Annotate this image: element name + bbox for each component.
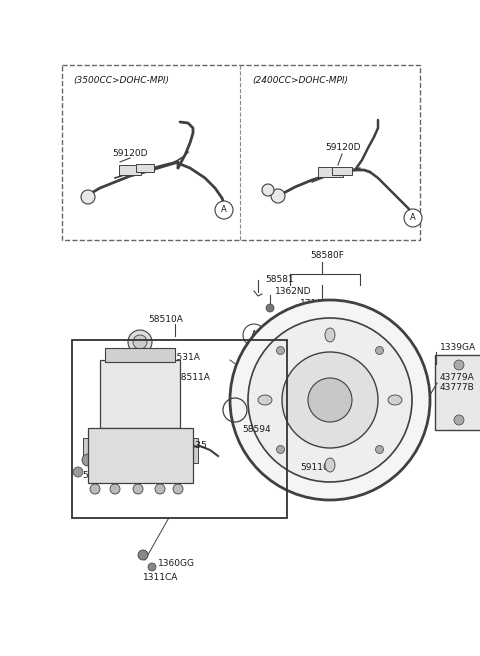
Circle shape [406,210,420,224]
Text: A: A [251,330,257,340]
Circle shape [155,484,165,494]
Text: 59120D: 59120D [112,150,147,159]
Circle shape [282,352,378,448]
Circle shape [292,317,300,325]
Circle shape [248,318,412,482]
Text: 59120D: 59120D [325,144,360,152]
Circle shape [128,330,152,354]
Circle shape [375,346,384,354]
Circle shape [262,184,274,196]
Bar [105,348,175,362]
Bar [136,164,154,172]
Ellipse shape [388,395,402,405]
Circle shape [215,201,233,219]
Text: 58580F: 58580F [310,251,344,260]
Circle shape [73,467,83,477]
Circle shape [138,550,148,560]
Circle shape [218,203,232,217]
Bar [62,65,420,240]
Ellipse shape [325,328,335,342]
Bar [188,438,198,463]
Text: A: A [221,205,227,215]
Text: 58594: 58594 [242,426,271,434]
Circle shape [276,445,285,453]
Bar [317,167,343,177]
Text: 58525A: 58525A [82,470,117,480]
Text: 59110B: 59110B [300,464,335,472]
Circle shape [271,189,285,203]
Circle shape [82,454,94,466]
Circle shape [230,300,430,500]
Circle shape [266,304,274,312]
Circle shape [133,335,147,349]
Bar [100,360,180,428]
Circle shape [110,484,120,494]
Text: 58672: 58672 [95,455,124,464]
Text: (2400CC>DOHC-MPI): (2400CC>DOHC-MPI) [252,75,348,85]
Text: 58511A: 58511A [175,373,210,382]
FancyBboxPatch shape [438,360,480,425]
Text: 1339GA: 1339GA [440,344,476,352]
Text: 1360GG: 1360GG [158,558,195,567]
Circle shape [308,378,352,422]
Text: 58581: 58581 [265,276,294,285]
Text: 1710AB: 1710AB [300,300,335,308]
Bar [332,167,352,175]
Circle shape [81,190,95,204]
Text: 43779A: 43779A [440,373,475,382]
Circle shape [404,209,422,227]
Bar [119,165,141,175]
Bar [435,355,480,430]
Bar [88,428,193,483]
Circle shape [276,346,285,354]
Ellipse shape [258,395,272,405]
Text: 58535: 58535 [178,440,207,449]
Text: 1362ND: 1362ND [275,287,312,297]
Circle shape [243,324,265,346]
Text: A: A [410,213,416,222]
Circle shape [133,484,143,494]
Circle shape [90,484,100,494]
Circle shape [454,360,464,370]
Bar [83,438,93,463]
Text: 1311CA: 1311CA [143,573,179,583]
Circle shape [454,415,464,425]
Circle shape [173,484,183,494]
Ellipse shape [325,458,335,472]
Text: 58510A: 58510A [148,316,183,325]
Text: 58531A: 58531A [165,354,200,363]
Circle shape [148,563,156,571]
Text: 43777B: 43777B [440,384,475,392]
Text: (3500CC>DOHC-MPI): (3500CC>DOHC-MPI) [73,75,169,85]
Circle shape [375,445,384,453]
Bar [72,340,287,518]
